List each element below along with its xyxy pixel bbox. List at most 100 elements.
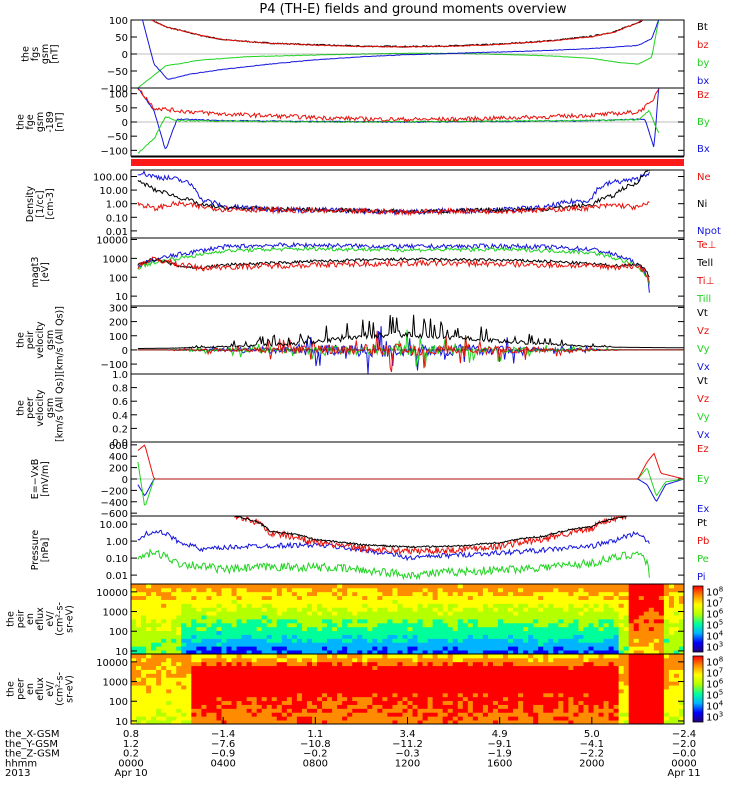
- x-row-value: 1200: [395, 758, 420, 769]
- y-tick-label: 400: [109, 452, 128, 463]
- legend-entry: Vy: [697, 344, 710, 355]
- series-Te⊥: [137, 256, 650, 284]
- panel-peer: 1.0 0.8 0.6 0.4 0.2 0.0 thepeervelocitygsm[km/…: [15, 370, 709, 449]
- x-row-label: the_Z-GSM: [5, 749, 60, 760]
- legend-entry: Ex: [697, 504, 709, 515]
- legend-entry: Till: [696, 294, 711, 305]
- x-row-value: 1600: [487, 758, 512, 769]
- x-row-value: 0000: [671, 758, 696, 769]
- y-label-line: the: [6, 681, 17, 697]
- spectrogram-image: [131, 584, 684, 654]
- x-axis: the_X-GSM 0.8 −1.4 1.1 3.4 4.9 5.0 −2.4 the_Y-GS…: [5, 717, 701, 779]
- y-tick-label: −100: [101, 360, 128, 371]
- y-label-line: fge: [25, 114, 36, 129]
- y-tick-label: −50: [107, 67, 128, 78]
- legend-entry: bx: [697, 76, 709, 87]
- x-row-value: 0800: [303, 758, 328, 769]
- y-label-line: the: [6, 611, 17, 627]
- legend-entry: Vz: [697, 394, 709, 405]
- legend-entry: Vz: [697, 326, 709, 337]
- x-row-value: −10.8: [300, 739, 331, 750]
- x-row-value: −4.1: [580, 739, 604, 750]
- legend-entry: Bx: [697, 144, 710, 155]
- x-row-value: 1.1: [307, 729, 323, 740]
- x-row-value: −0.2: [303, 749, 327, 760]
- panel-temp: 10000 1000 100 10 magt3[eV] Te⊥ Tell Ti⊥ Till: [30, 235, 716, 307]
- y-label-line: eV/: [45, 680, 56, 696]
- series-Tell: [137, 257, 650, 278]
- y-tick-label: 200: [109, 318, 128, 329]
- y-tick-label: 0.01: [106, 227, 128, 238]
- y-label-line: [nPa]: [40, 538, 51, 563]
- status-bar: [131, 159, 684, 166]
- legend-entry: Ni: [697, 199, 707, 210]
- x-row-label: the_Y-GSM: [5, 739, 58, 750]
- y-tick-label: 10000: [96, 658, 128, 669]
- y-tick-label: 0.6: [112, 397, 128, 408]
- series-group: [137, 20, 660, 88]
- panels: 100500−50−100thefgsgsm[nT]Btbzbybx100500…: [6, 16, 724, 728]
- series-Ni: [137, 170, 650, 215]
- legend-entry: By: [697, 117, 710, 128]
- y-label-line: velocity: [35, 389, 46, 427]
- y-label-line: [eV]: [40, 262, 51, 282]
- legend-entry: Ez: [697, 444, 709, 455]
- legend-entry: Te⊥: [696, 240, 716, 251]
- y-label-line: the: [15, 114, 26, 130]
- x-row-value: −2.4: [672, 729, 696, 740]
- y-label-line: eflux: [35, 607, 46, 631]
- y-axis-label: magt3[eV]: [30, 257, 51, 288]
- legend-entry: Ey: [697, 474, 709, 485]
- y-label-line: velocity: [35, 321, 46, 359]
- y-label-line: peir: [25, 331, 36, 350]
- legend-entry: Vy: [697, 412, 710, 423]
- legend-entry: Ne: [697, 172, 711, 183]
- x-row-value: Apr 10: [114, 768, 147, 779]
- y-tick-label: 0.10: [106, 554, 128, 565]
- x-row-value: 4.9: [492, 729, 508, 740]
- series-group: [137, 314, 684, 374]
- y-label-line: Density: [25, 186, 36, 222]
- y-tick-label: 1000: [103, 254, 128, 265]
- y-tick-label: 10: [115, 647, 128, 658]
- x-row-value: −0.0: [672, 749, 696, 760]
- series-Pb: [234, 516, 627, 556]
- x-row-label: the_X-GSM: [5, 729, 59, 740]
- legend-entry: Tell: [696, 258, 713, 269]
- y-label-line: magt3: [30, 257, 41, 288]
- panel-peer_spec: 10810710610510410310000100010010thepeere…: [6, 653, 724, 728]
- panel-status: [131, 156, 684, 166]
- y-label-line: [nT]: [50, 44, 61, 63]
- y-tick-label: 100: [109, 90, 128, 101]
- spectrogram-image: [131, 654, 684, 724]
- y-tick-label: −50: [107, 132, 128, 143]
- series-Bt: [151, 20, 643, 48]
- y-tick-label: 1000: [103, 678, 128, 689]
- y-label-line: gsm: [45, 398, 56, 418]
- y-label-line: eflux: [35, 677, 46, 701]
- legend-entry: Vt: [697, 308, 708, 319]
- y-tick-label: −200: [101, 486, 128, 497]
- y-label-line: gsm: [40, 44, 51, 64]
- y-axis-label: Density[1/cc][cm-3]: [25, 186, 56, 222]
- series-group: [137, 516, 650, 581]
- series-group: [137, 88, 660, 154]
- series-group: [137, 241, 650, 293]
- legend-entry: Bt: [697, 22, 708, 33]
- colorbar: [692, 585, 704, 653]
- series-group: [137, 170, 650, 217]
- y-tick-label: 100: [109, 16, 128, 27]
- x-row-label: hhmm: [5, 758, 37, 769]
- series-Bz: [137, 88, 660, 123]
- y-tick-label: 1000: [103, 608, 128, 619]
- x-row-value: −1.9: [488, 749, 512, 760]
- y-tick-label: 100: [109, 627, 128, 638]
- panel-peir_spec: 10810710610510410310000100010010thepeire…: [6, 583, 724, 658]
